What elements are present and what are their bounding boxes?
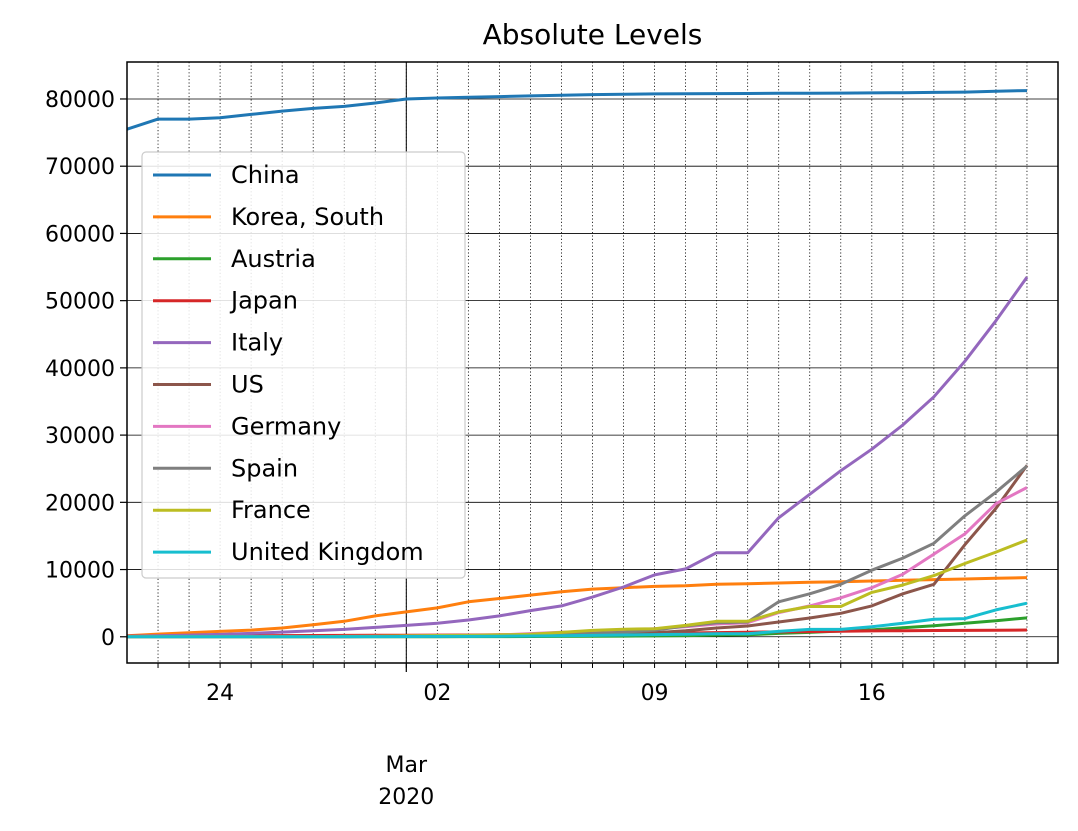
legend-label: United Kingdom bbox=[231, 538, 424, 566]
series-line bbox=[126, 89, 1028, 131]
chart-title: Absolute Levels bbox=[483, 18, 703, 51]
x-tick-label: 02 bbox=[423, 681, 451, 706]
series-line bbox=[126, 276, 1029, 638]
x-tick-label: 24 bbox=[206, 681, 234, 706]
y-tick-label: 10000 bbox=[45, 559, 115, 584]
legend-label: Korea, South bbox=[231, 203, 384, 231]
series-line bbox=[127, 601, 1028, 639]
legend-label: Japan bbox=[229, 287, 298, 315]
y-tick-label: 40000 bbox=[45, 357, 115, 382]
x-major-tick-label: 2020 bbox=[378, 785, 434, 810]
y-axis: 0 10000 20000 30000 40000 50000 60000 70000 8000… bbox=[45, 88, 127, 651]
x-tick-label: 09 bbox=[641, 681, 669, 706]
x-tick-label: 16 bbox=[858, 681, 886, 706]
legend-label: Spain bbox=[231, 454, 298, 482]
x-axis: Mar 2020 24 02 09 16 bbox=[157, 663, 1028, 810]
y-tick-label: 70000 bbox=[45, 155, 115, 180]
y-tick-label: 30000 bbox=[45, 424, 115, 449]
y-tick-label: 20000 bbox=[45, 491, 115, 516]
y-tick-label: 0 bbox=[101, 626, 115, 651]
y-tick-label: 60000 bbox=[45, 222, 115, 247]
legend-label: China bbox=[231, 161, 300, 189]
legend-box bbox=[141, 151, 466, 579]
legend-label: Germany bbox=[231, 412, 341, 440]
legend-label: France bbox=[231, 496, 311, 524]
legend-label: Italy bbox=[231, 329, 283, 357]
y-tick-label: 80000 bbox=[45, 88, 115, 113]
legend-label: Austria bbox=[231, 245, 316, 273]
y-tick-label: 50000 bbox=[45, 290, 115, 315]
legend-label: US bbox=[231, 371, 264, 399]
legend: China Korea, South Austria Japan Italy US Germ… bbox=[141, 151, 466, 579]
series-lines bbox=[126, 89, 1029, 639]
series-line bbox=[126, 576, 1028, 638]
x-major-tick-label: Mar bbox=[386, 753, 428, 778]
